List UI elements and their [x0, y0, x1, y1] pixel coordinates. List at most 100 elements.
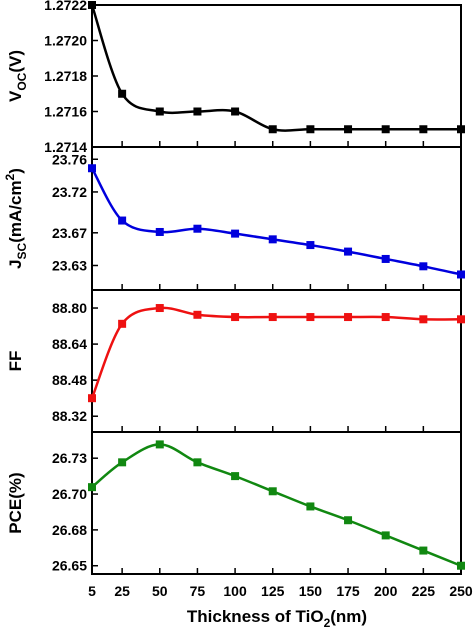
y-tick-label: 88.32 [52, 408, 87, 424]
data-point [457, 270, 465, 279]
y-label-main: FF [6, 351, 25, 372]
y-label-unit: (V) [6, 50, 25, 73]
series-line [91, 443, 462, 567]
series-line [90, 306, 462, 399]
data-point [344, 313, 353, 322]
panel-1: 1.2714 1.2716 1.2718 1.2720 1.2722 VOC(V) [6, 0, 465, 155]
data-point [118, 216, 127, 225]
y-label-subscript: SC [15, 242, 29, 259]
data-point [268, 125, 277, 134]
data-point [344, 125, 353, 134]
y-axis-label: JSC(mA/cm2) [3, 168, 29, 269]
y-label-subscript: OC [15, 72, 29, 90]
x-tick-label: 5 [88, 583, 96, 599]
x-axis-label-subscript: 2 [324, 616, 331, 630]
series-line [90, 167, 462, 276]
data-point [118, 89, 127, 98]
data-point [231, 313, 240, 322]
data-point [306, 502, 315, 511]
data-point [155, 440, 164, 449]
data-point [457, 125, 465, 134]
x-axis: 5 25 50 75 100 125 150 175 200 225 250 [88, 583, 473, 599]
y-tick-label: 1.2722 [44, 0, 87, 13]
y-tick-label: 88.48 [52, 372, 87, 388]
data-point [155, 227, 164, 236]
data-point [344, 516, 353, 525]
y-label-main: PCE(%) [6, 472, 25, 533]
panel-4: 26.65 26.68 26.70 26.73 PCE(%) [6, 431, 465, 575]
data-point [88, 483, 96, 492]
y-tick-label: 88.64 [52, 336, 87, 352]
y-axis-label: PCE(%) [6, 472, 25, 533]
y-tick-label: 1.2716 [44, 104, 87, 120]
data-point [155, 107, 164, 116]
y-axis-label: FF [6, 351, 25, 372]
chart-panels: 1.2714 1.2716 1.2718 1.2720 1.2722 VOC(V) 23.6… [3, 0, 465, 575]
data-point [306, 313, 315, 322]
series-line [90, 4, 461, 132]
data-point [193, 458, 202, 467]
data-point [231, 229, 240, 238]
data-point [193, 310, 202, 319]
panel-frame [91, 289, 462, 433]
data-point [268, 235, 277, 244]
data-point [88, 164, 96, 173]
x-tick-label: 150 [299, 583, 323, 599]
data-point [306, 241, 315, 250]
data-point [268, 487, 277, 496]
data-point [381, 313, 390, 322]
y-tick-label: 23.67 [52, 225, 87, 241]
x-tick-label: 25 [114, 583, 130, 599]
data-point [419, 125, 428, 134]
data-point [118, 319, 127, 328]
panel-3: 88.32 88.48 88.64 88.80 FF [6, 289, 465, 433]
x-tick-label: 50 [152, 583, 168, 599]
data-point [419, 262, 428, 271]
x-tick-label: 225 [412, 583, 436, 599]
data-point [381, 254, 390, 263]
data-point [419, 546, 428, 555]
y-tick-label: 26.68 [52, 522, 87, 538]
x-tick-label: 125 [261, 583, 285, 599]
data-point [268, 313, 277, 322]
panel-frame [91, 146, 462, 291]
panel-frame [91, 431, 462, 575]
y-tick-label: 23.76 [52, 151, 87, 167]
x-tick-label: 100 [223, 583, 247, 599]
y-tick-label: 26.73 [52, 450, 87, 466]
x-axis-label: Thickness of TiO2(nm) [187, 607, 367, 630]
y-label-end: ) [6, 168, 25, 174]
data-point [193, 107, 202, 116]
data-point [306, 125, 315, 134]
data-point [231, 472, 240, 481]
y-label-main: J [6, 259, 25, 268]
data-point [419, 315, 428, 324]
data-point [231, 107, 240, 116]
data-point [88, 394, 96, 403]
y-tick-label: 88.80 [52, 300, 87, 316]
x-tick-label: 250 [449, 583, 473, 599]
y-tick-label: 26.65 [52, 558, 87, 574]
data-point [118, 458, 127, 467]
y-tick-label: 1.2718 [44, 68, 87, 84]
y-tick-label: 23.63 [52, 257, 87, 273]
x-tick-label: 200 [374, 583, 398, 599]
x-axis-label-unit: (nm) [330, 607, 367, 626]
x-axis-label-main: Thickness of TiO [187, 607, 324, 626]
y-tick-label: 1.2714 [44, 139, 87, 155]
data-point [381, 531, 390, 540]
data-point [457, 315, 465, 324]
y-tick-label: 23.72 [52, 184, 87, 200]
y-tick-label: 1.2720 [44, 33, 87, 49]
data-point [155, 304, 164, 313]
data-point [381, 125, 390, 134]
data-point [344, 247, 353, 256]
panel-2: 23.63 23.67 23.72 23.76 JSC(mA/cm2) [3, 146, 465, 291]
data-point [457, 561, 465, 570]
y-label-unit: (mA/cm [6, 180, 25, 242]
x-tick-label: 175 [336, 583, 360, 599]
data-point [88, 1, 96, 9]
y-tick-label: 26.70 [52, 486, 87, 502]
data-point [193, 224, 202, 233]
